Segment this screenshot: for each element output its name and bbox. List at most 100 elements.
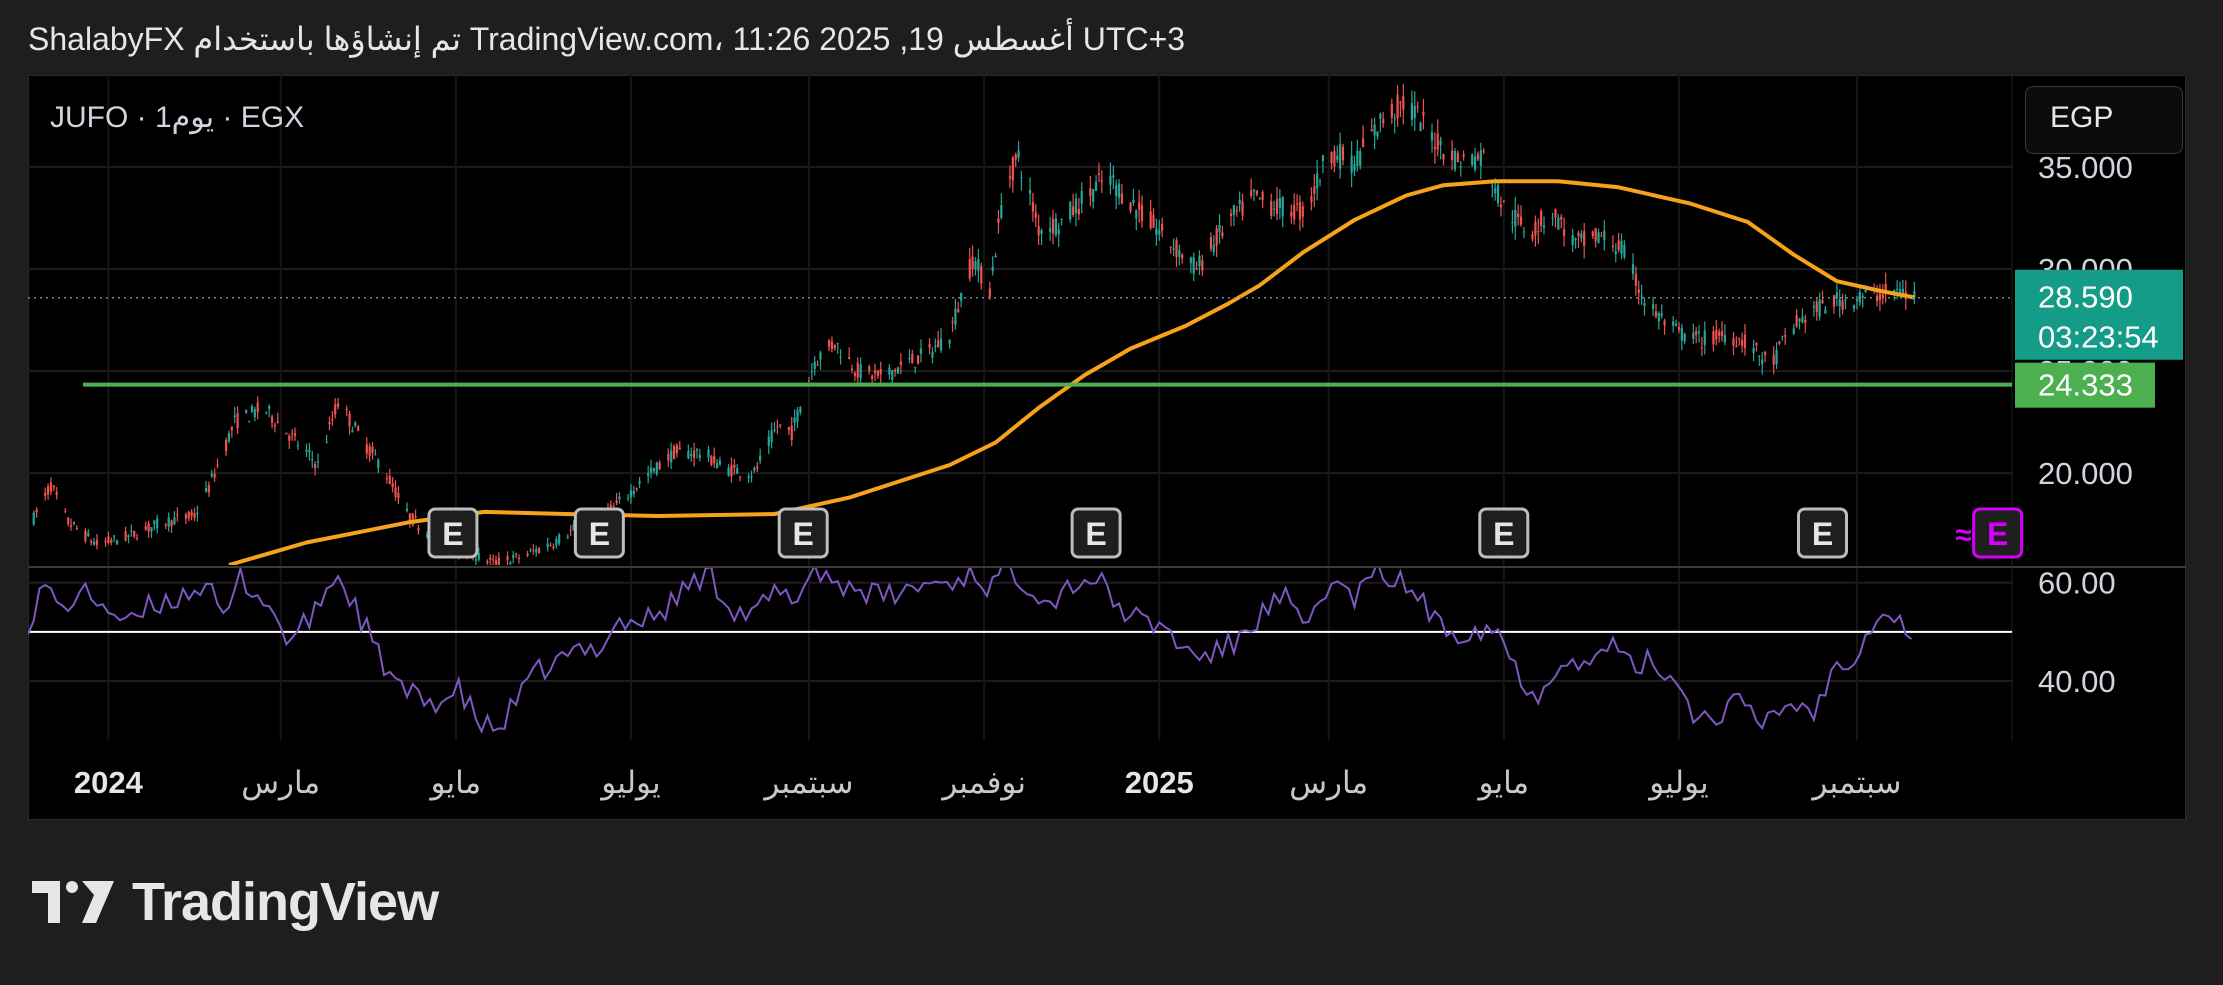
candle-body <box>1858 291 1861 303</box>
candle-body <box>1155 228 1158 235</box>
candle-body <box>1795 315 1798 327</box>
tradingview-logo[interactable]: TradingView <box>32 872 439 932</box>
candle-body <box>1738 338 1741 340</box>
time-tick-label: مارس <box>241 765 320 801</box>
candle-body <box>1514 209 1517 228</box>
candle-body <box>405 508 409 512</box>
candle-body <box>816 364 819 366</box>
earnings-marker-box <box>1797 507 1849 559</box>
price-tick-label: 20.000 <box>2038 456 2133 491</box>
candle-body <box>759 455 762 461</box>
candle-body <box>130 530 133 532</box>
candle-body <box>566 536 569 538</box>
candle-body <box>1913 290 1916 298</box>
candle-body <box>32 512 35 525</box>
candle-body <box>225 440 228 452</box>
candle-body <box>1333 150 1336 166</box>
earnings-marker-label: E <box>1493 516 1514 552</box>
earnings-marker[interactable]: E <box>1797 507 1849 559</box>
candle-body <box>227 433 231 442</box>
candle-body <box>1476 154 1480 160</box>
candle-body <box>1109 175 1112 185</box>
earnings-marker[interactable]: E <box>1070 507 1122 559</box>
candle-body <box>1511 222 1514 224</box>
candle-body <box>1522 231 1525 233</box>
earnings-markers: E E E E E E E≈ <box>427 507 2024 559</box>
rsi-tick-label: 40.00 <box>2038 664 2116 699</box>
candle-body <box>334 404 337 415</box>
candle-body <box>1442 154 1445 160</box>
candle-body <box>1732 338 1735 346</box>
candle-body <box>414 516 417 518</box>
candle-body <box>830 341 834 350</box>
candle-body <box>994 255 997 258</box>
candle-body <box>690 454 693 456</box>
candle-body <box>173 517 176 525</box>
candle-body <box>1072 206 1075 215</box>
candle-body <box>790 425 793 440</box>
level-price-label-bg <box>2015 362 2155 408</box>
rsi-pane <box>28 568 2012 734</box>
candle-body <box>916 355 920 365</box>
candle-body <box>1014 154 1017 160</box>
candle-body <box>1273 208 1276 210</box>
candle-body <box>1674 323 1678 326</box>
candle-body <box>371 447 374 454</box>
candle-body <box>753 467 756 471</box>
candle-body <box>836 343 839 345</box>
candle-body <box>236 413 239 429</box>
candle-body <box>1542 225 1546 228</box>
candle-body <box>1700 347 1704 349</box>
candle-body <box>1376 131 1379 137</box>
candle-body <box>888 367 891 375</box>
time-tick-label: مايو <box>428 765 481 801</box>
candle-body <box>693 450 696 458</box>
candle-body <box>879 369 882 375</box>
candle-body <box>1852 305 1856 309</box>
candle-body <box>1181 254 1184 259</box>
horizontal-level-line <box>28 296 2012 387</box>
candle-body <box>1654 311 1658 317</box>
candle-body <box>1812 305 1815 308</box>
candle-body <box>569 530 572 532</box>
candle-body <box>707 449 710 458</box>
earnings-marker[interactable]: E <box>427 507 479 559</box>
candle-body <box>974 261 977 270</box>
earnings-marker-box <box>573 507 625 559</box>
candle-body <box>957 309 960 312</box>
currency-button[interactable]: EGP <box>2025 86 2183 154</box>
candle-body <box>1054 218 1057 236</box>
candle-body <box>1215 228 1218 246</box>
time-tick-label: يوليو <box>599 765 660 801</box>
candle-body <box>1112 175 1115 178</box>
candle-body <box>357 426 360 431</box>
candle-body <box>95 539 99 546</box>
candle-body <box>914 367 917 369</box>
candle-body <box>810 371 813 373</box>
candle-body <box>1140 205 1144 221</box>
earnings-marker-label: E <box>1085 516 1106 552</box>
candle-body <box>1735 345 1738 348</box>
candle-body <box>1534 221 1537 236</box>
candle-body <box>124 531 127 541</box>
candle-body <box>1370 129 1373 132</box>
candle-body <box>136 538 139 540</box>
candle-body <box>506 556 509 561</box>
level-price-label: 24.333 <box>2015 362 2155 408</box>
upcoming-earnings-marker[interactable]: E≈ <box>1955 507 2024 559</box>
candle-body <box>1580 233 1583 239</box>
candle-body <box>899 361 902 366</box>
candle-body <box>164 524 167 526</box>
candle-body <box>417 528 420 531</box>
earnings-marker[interactable]: E <box>777 507 829 559</box>
candle-body <box>1232 205 1236 215</box>
earnings-marker[interactable]: E <box>573 507 625 559</box>
candle-body <box>968 259 971 279</box>
candle-body <box>1298 201 1302 220</box>
candle-body <box>1824 309 1827 314</box>
candle-body <box>1221 232 1224 237</box>
candle-body <box>868 366 871 371</box>
candle-body <box>1020 176 1023 178</box>
earnings-marker[interactable]: E <box>1478 507 1530 559</box>
